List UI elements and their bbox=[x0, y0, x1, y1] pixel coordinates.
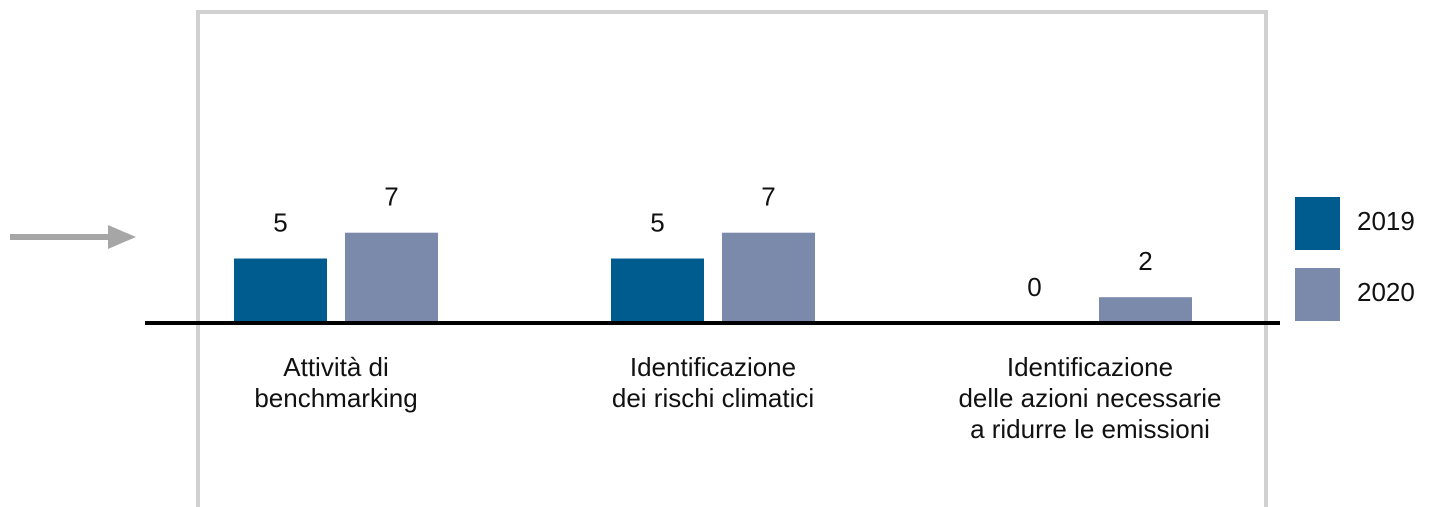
frame bbox=[196, 10, 1268, 507]
bar bbox=[1099, 297, 1192, 323]
arrow-head bbox=[108, 225, 136, 249]
value-label: 5 bbox=[650, 207, 664, 237]
bar bbox=[722, 232, 815, 323]
legend-label: 2019 bbox=[1357, 206, 1415, 236]
bar bbox=[611, 258, 704, 323]
x-tick-label: Attività di benchmarking bbox=[254, 352, 418, 413]
legend-swatch bbox=[1295, 197, 1340, 250]
legend-label: 2020 bbox=[1357, 277, 1415, 307]
value-label: 7 bbox=[384, 182, 398, 212]
x-tick-label: Identificazione delle azioni necessarie … bbox=[958, 352, 1222, 444]
x-tick-label: Identificazione dei rischi climatici bbox=[611, 352, 815, 413]
bar bbox=[345, 232, 438, 323]
value-label: 5 bbox=[273, 207, 287, 237]
value-label: 0 bbox=[1027, 272, 1041, 302]
bar bbox=[234, 258, 327, 323]
value-label: 7 bbox=[761, 182, 775, 212]
value-label: 2 bbox=[1138, 246, 1152, 276]
legend-swatch bbox=[1295, 268, 1340, 321]
